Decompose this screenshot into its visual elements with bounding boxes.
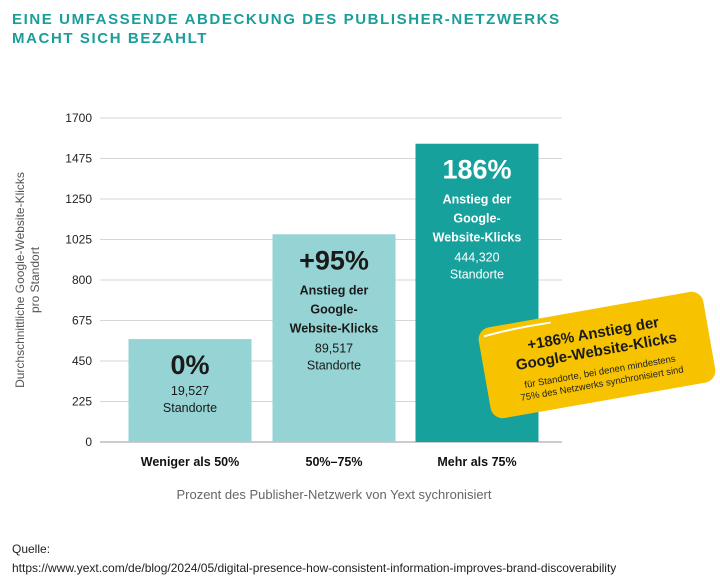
- bar-description-label: Anstieg der: [443, 193, 512, 207]
- bar-unit-label: Standorte: [163, 401, 217, 415]
- chart-title-line: EINE UMFASSENDE ABDECKUNG DES PUBLISHER-…: [12, 11, 561, 28]
- y-tick-label: 800: [72, 273, 92, 287]
- bar-count-label: 444,320: [454, 251, 499, 265]
- callout-background: [478, 291, 716, 419]
- bar-description-label: Anstieg der: [300, 283, 369, 297]
- y-tick-label: 450: [72, 354, 92, 368]
- callout-highlight-stroke: [483, 321, 551, 338]
- y-tick-label: 1700: [65, 111, 92, 125]
- y-tick-label: 0: [85, 435, 92, 449]
- x-tick-label: Weniger als 50%: [141, 455, 239, 469]
- y-tick-label: 1250: [65, 192, 92, 206]
- chart-title-line: MACHT SICH BEZAHLT: [12, 30, 209, 47]
- x-tick-label: 50%–75%: [306, 455, 363, 469]
- bar-description-label: Website-Klicks: [433, 231, 522, 245]
- chart-title: EINE UMFASSENDE ABDECKUNG DES PUBLISHER-…: [12, 10, 561, 48]
- bar-description-label: Google-: [453, 212, 500, 226]
- bar: [272, 234, 396, 442]
- source-label: Quelle:: [12, 542, 51, 556]
- bar-count-label: 19,527: [171, 384, 209, 398]
- y-tick-label: 675: [72, 314, 92, 328]
- y-tick-label: 225: [72, 395, 92, 409]
- bar: [128, 339, 252, 442]
- y-axis-label: Durchschnittliche Google-Website-Klicksp…: [13, 172, 42, 388]
- bar-unit-label: Standorte: [450, 268, 504, 282]
- y-tick-label: 1475: [65, 152, 92, 166]
- bar-description-label: Website-Klicks: [290, 321, 379, 335]
- bar-percent-label: 0%: [170, 350, 209, 380]
- bar-unit-label: Standorte: [307, 358, 361, 372]
- y-axis-label-line: pro Standort: [28, 246, 42, 313]
- bar-count-label: 89,517: [315, 341, 353, 355]
- bar-percent-label: +95%: [299, 245, 369, 275]
- x-axis-label: Prozent des Publisher-Netzwerk von Yext …: [176, 487, 491, 502]
- source-url[interactable]: https://www.yext.com/de/blog/2024/05/dig…: [12, 561, 617, 575]
- source-note: Quelle: https://www.yext.com/de/blog/202…: [12, 540, 616, 578]
- bar-percent-label: 186%: [442, 155, 511, 185]
- y-axis-label-line: Durchschnittliche Google-Website-Klicks: [13, 172, 27, 388]
- x-tick-label: Mehr als 75%: [437, 455, 516, 469]
- y-tick-label: 1025: [65, 233, 92, 247]
- bar-description-label: Google-: [310, 302, 357, 316]
- callout-badge: +186% Anstieg derGoogle-Website-Klicksfü…: [478, 291, 716, 419]
